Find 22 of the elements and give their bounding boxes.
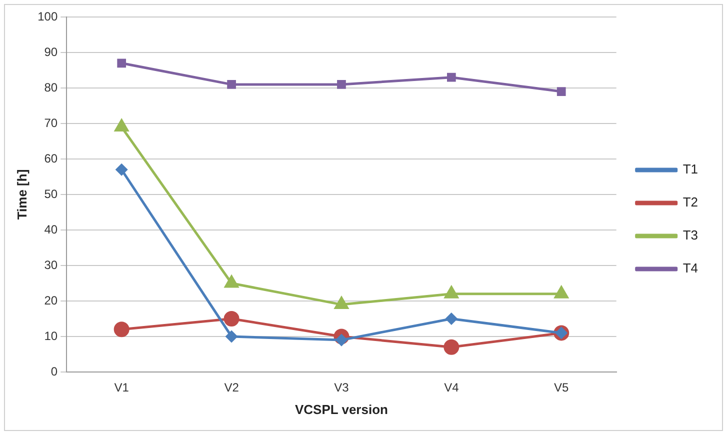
x-axis-title: VCSPL version xyxy=(294,402,388,417)
y-axis-title: Time [h] xyxy=(14,169,30,220)
y-tick-label: 20 xyxy=(44,293,58,308)
y-tick-label: 60 xyxy=(44,151,58,166)
y-tick-label: 100 xyxy=(38,9,58,24)
x-tick-label: V1 xyxy=(114,380,130,395)
y-tick-label: 30 xyxy=(44,258,58,272)
y-tick-label: 0 xyxy=(50,364,58,378)
y-tick-label: 10 xyxy=(44,328,58,343)
y-tick-label: 50 xyxy=(44,186,58,201)
y-tick-label: 70 xyxy=(44,116,58,130)
legend-label: T4 xyxy=(682,260,698,276)
x-tick-label: V5 xyxy=(554,380,570,395)
legend-label: T3 xyxy=(682,228,698,243)
y-tick-label: 90 xyxy=(44,44,58,59)
x-tick-label: V3 xyxy=(334,380,350,395)
x-tick-label: V4 xyxy=(444,380,460,395)
y-tick-label: 40 xyxy=(44,222,58,236)
x-tick-label: V2 xyxy=(224,380,240,395)
legend-label: T1 xyxy=(682,162,698,177)
legend-label: T2 xyxy=(682,194,698,210)
y-tick-label: 80 xyxy=(44,80,58,94)
